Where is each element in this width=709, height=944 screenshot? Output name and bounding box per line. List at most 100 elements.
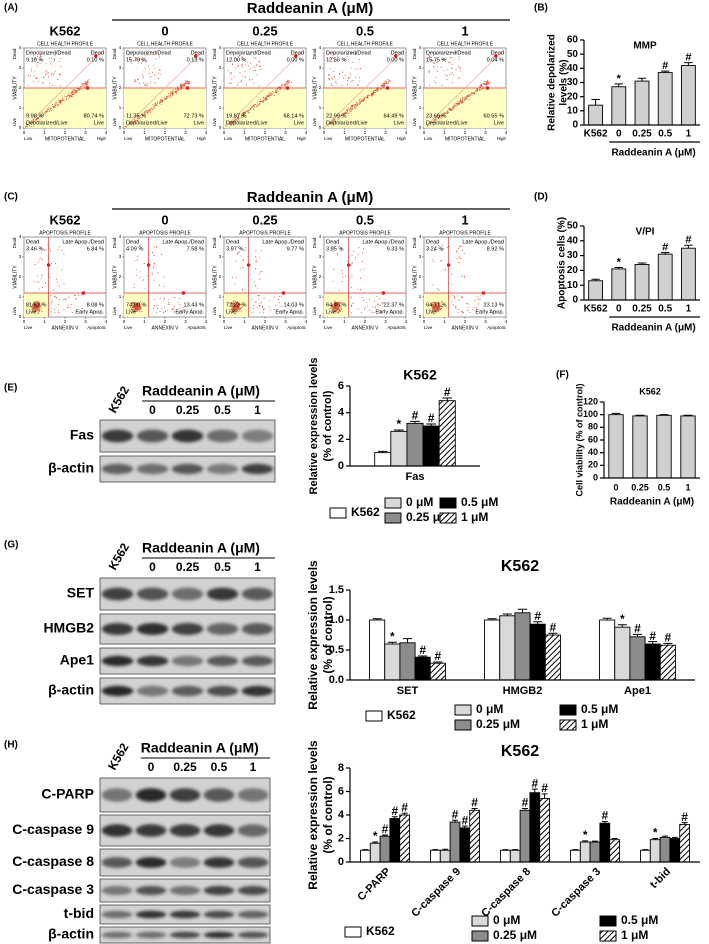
significance: # [444,385,451,399]
event-dot [255,250,257,252]
event-dot [363,308,366,310]
event-dot [453,105,455,107]
event-dot [335,120,337,123]
event-dot [486,81,488,83]
bar [680,65,696,126]
y-tick-label: 3 [219,65,222,70]
gate-handle [385,86,390,90]
blot-band [169,857,201,868]
event-dot [373,93,375,95]
event-dot [140,62,142,64]
quadrant-name: Early Apop. [175,309,204,315]
chart-title: V/PI [636,227,655,238]
quadrant-name: Early Apop. [75,309,104,315]
event-dot [347,77,349,79]
event-dot [142,74,144,76]
event-dot [59,102,61,104]
event-dot [256,74,258,76]
event-dot [51,300,53,302]
event-dot [288,80,291,82]
y-tick-label: 40 [588,447,598,457]
event-dot [36,77,38,79]
event-dot [433,62,435,64]
event-dot [64,298,66,300]
event-dot [471,93,473,95]
event-dot [241,56,243,58]
event-dot [39,59,41,61]
y-tick-label: 3 [19,65,22,70]
event-dot [442,59,444,62]
event-dot [473,93,475,95]
event-dot [273,91,275,94]
significance: # [649,629,656,643]
event-dot [227,69,229,71]
event-dot [461,296,463,298]
legend-label: 1 μM [461,510,488,524]
event-dot [144,288,146,290]
event-dot [230,74,232,76]
event-dot [169,95,171,97]
event-dot [446,68,448,70]
event-dot [77,90,79,92]
event-dot [369,95,371,97]
plot-header: APOPTOSIS PROFILE [139,230,191,236]
event-dot [224,124,226,126]
event-dot [251,79,253,81]
event-dot [55,102,58,104]
event-dot [255,256,257,258]
event-dot [261,249,263,251]
event-dot [377,86,379,88]
event-dot [165,98,167,100]
event-dot [242,113,244,115]
event-dot [52,107,55,109]
event-dot [157,72,160,74]
event-dot [481,84,483,86]
event-dot [433,52,435,54]
event-dot [137,303,139,305]
event-dot [46,71,48,73]
event-dot [247,65,249,67]
event-dot [69,306,71,308]
y-axis-label: (% of control) [321,776,335,853]
event-dot [329,68,331,70]
quadrant-pct: 64.46 % [326,302,347,308]
event-dot [134,80,136,82]
event-dot [439,114,441,116]
quadrant-pct: 9.19 % [26,57,43,63]
quadrant-name: Dead [326,239,339,245]
event-dot [356,104,358,106]
blot-band [206,655,239,667]
quadrant-pct: 22.99 % [326,113,347,119]
event-dot [142,115,144,117]
event-dot [449,109,452,111]
event-dot [269,93,271,95]
bar [469,809,480,863]
blot-band [101,910,133,919]
event-dot [165,97,167,100]
x-tick-label: 4 [305,130,308,135]
event-dot [257,287,259,289]
x-tick-label: t-bid [648,866,673,891]
event-dot [350,263,352,265]
y-axis-end: Live [312,306,317,315]
lane-cell: K562 [106,540,133,572]
blot-band [237,910,269,919]
gate-handle [185,86,190,90]
event-dot [153,262,155,264]
event-dot [177,86,179,88]
event-dot [442,244,444,246]
event-dot [37,312,39,314]
event-dot [351,80,354,82]
event-dot [355,106,357,108]
event-dot [41,258,43,260]
event-dot [148,109,150,111]
event-dot [28,74,30,76]
event-dot [339,72,341,74]
event-dot [461,311,463,313]
y-tick-label: 0 [338,460,344,472]
event-dot [262,305,264,307]
event-dot [385,82,387,85]
y-tick-label: 10 [567,105,579,116]
event-dot [452,106,454,108]
blot-band [237,885,269,896]
